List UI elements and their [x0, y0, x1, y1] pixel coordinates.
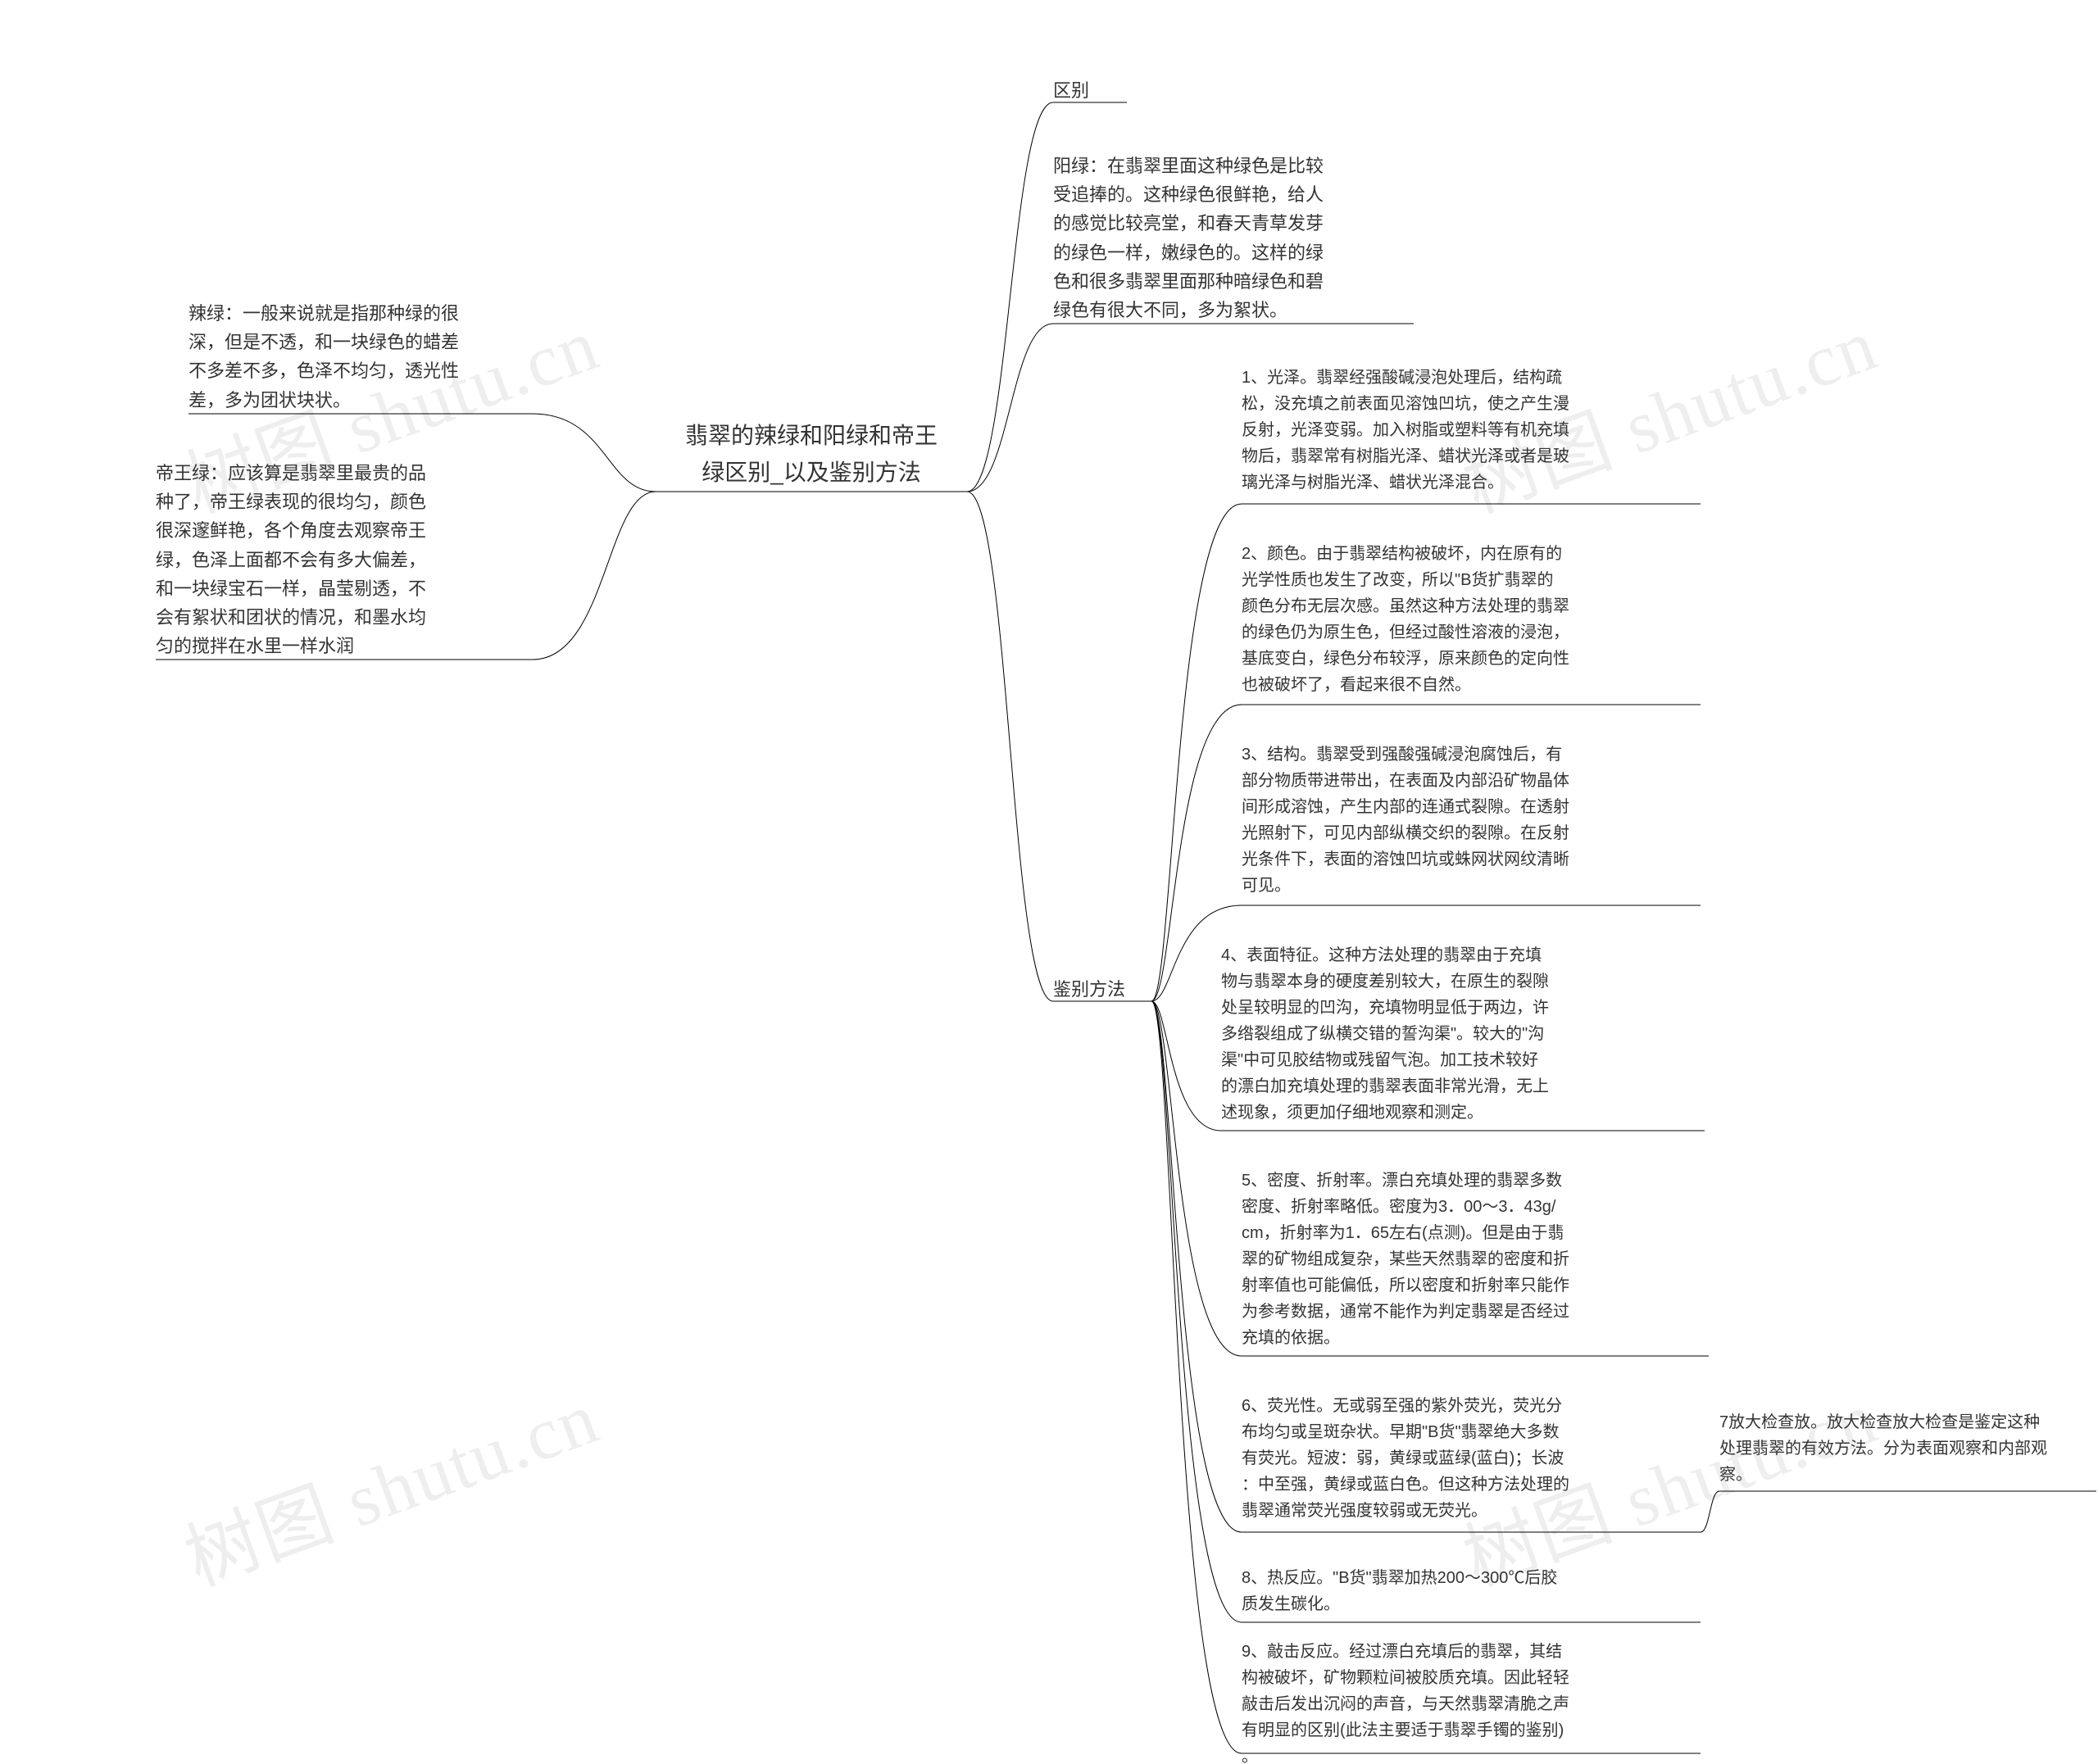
node-jianbie: 鉴别方法 [1053, 975, 1151, 1004]
node-j9: 9、敲击反应。经过漂白充填后的翡翠，其结 构被破坏，矿物颗粒间被胶质充填。因此轻… [1242, 1639, 1701, 1764]
node-j6: 6、荧光性。无或弱至强的紫外荧光，荧光分 布均匀或呈斑杂状。早期"B货"翡翠绝大… [1242, 1393, 1701, 1524]
node-j5: 5、密度、折射率。漂白充填处理的翡翠多数 密度、折射率略低。密度为3．00～3．… [1242, 1168, 1709, 1351]
root-node: 翡翠的辣绿和阳绿和帝王 绿区别_以及鉴别方法 [656, 418, 967, 492]
node-qubie: 区别 [1053, 76, 1127, 105]
node-diwanglv: 帝王绿：应该算是翡翠里最贵的品 种了，帝王绿表现的很均匀，颜色 很深邃鲜艳，各个… [156, 459, 533, 660]
node-yanglv: 阳绿：在翡翠里面这种绿色是比较 受追捧的。这种绿色很鲜艳，给人 的感觉比较亮堂，… [1053, 152, 1414, 324]
node-j4: 4、表面特征。这种方法处理的翡翠由于充填 物与翡翠本身的硬度差别较大，在原生的裂… [1221, 942, 1705, 1126]
mindmap-canvas: 树图 shutu.cn 树图 shutu.cn 树图 shutu.cn 树图 s… [0, 0, 2098, 1764]
watermark: 树图 shutu.cn [169, 1358, 611, 1606]
node-j2: 2、颜色。由于翡翠结构被破坏，内在原有的 光学性质也发生了改变，所以"B货扩翡翠… [1242, 541, 1701, 698]
node-lalv: 辣绿：一般来说就是指那种绿的很 深，但是不透，和一块绿色的蜡差 不多差不多，色泽… [188, 299, 533, 415]
edge-layer [0, 0, 2098, 1764]
node-j8: 8、热反应。"B货"翡翠加热200～300℃后胶 质发生碳化。 [1242, 1565, 1701, 1617]
node-j3: 3、结构。翡翠受到强酸强碱浸泡腐蚀后，有 部分物质带进带出，在表面及内部沿矿物晶… [1242, 741, 1701, 899]
node-j1: 1、光泽。翡翠经强酸碱浸泡处理后，结构疏 松，没充填之前表面见溶蚀凹坑，使之产生… [1242, 365, 1701, 496]
node-j6a: 7放大检查放。放大检查放大检查是鉴定这种 处理翡翠的有效方法。分为表面观察和内部… [1719, 1409, 2096, 1488]
